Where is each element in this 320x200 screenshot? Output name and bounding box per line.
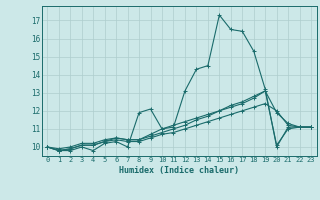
X-axis label: Humidex (Indice chaleur): Humidex (Indice chaleur)	[119, 166, 239, 175]
